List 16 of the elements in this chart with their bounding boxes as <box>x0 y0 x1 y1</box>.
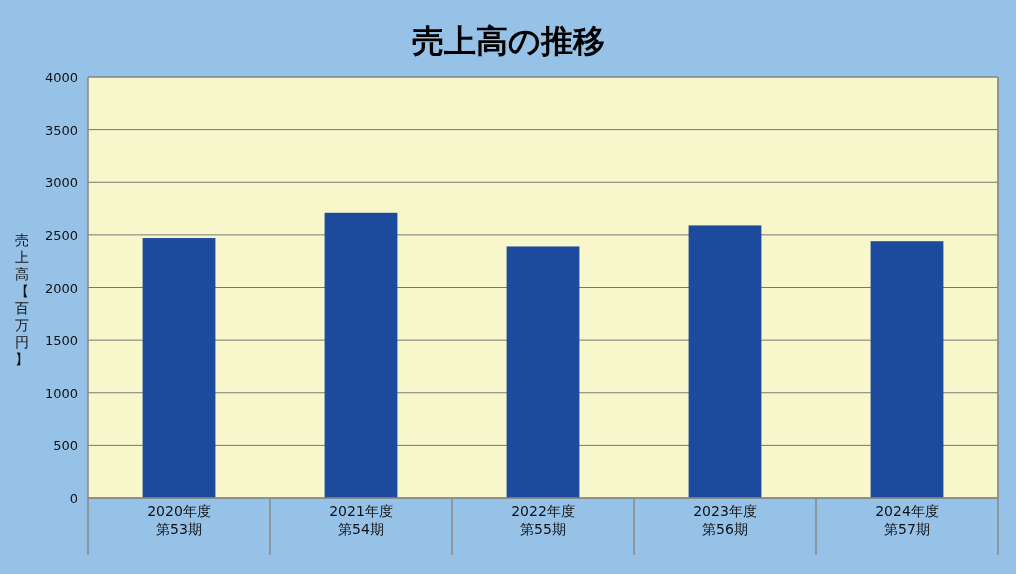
x-tick-label: 2022年度第55期 <box>511 503 575 537</box>
y-tick-label: 2000 <box>44 280 78 296</box>
y-tick-label: 2500 <box>44 227 78 243</box>
y-tick-label: 500 <box>53 438 78 454</box>
x-tick-label: 2023年度第56期 <box>693 503 757 537</box>
y-tick-label: 1000 <box>44 385 78 401</box>
y-tick-label: 0 <box>69 491 78 506</box>
y-axis-title: 売上高【百万円】 <box>15 232 29 367</box>
x-tick-label: 2020年度第53期 <box>147 503 211 537</box>
chart-title: 売上高の推移 <box>411 22 605 60</box>
y-tick-label: 4000 <box>44 70 78 85</box>
x-tick-label: 2021年度第54期 <box>329 503 393 537</box>
y-tick-label: 3000 <box>44 175 78 191</box>
y-tick-label: 3500 <box>44 122 78 138</box>
x-tick-label: 2024年度第57期 <box>875 503 939 537</box>
y-tick-label: 1500 <box>44 333 78 349</box>
